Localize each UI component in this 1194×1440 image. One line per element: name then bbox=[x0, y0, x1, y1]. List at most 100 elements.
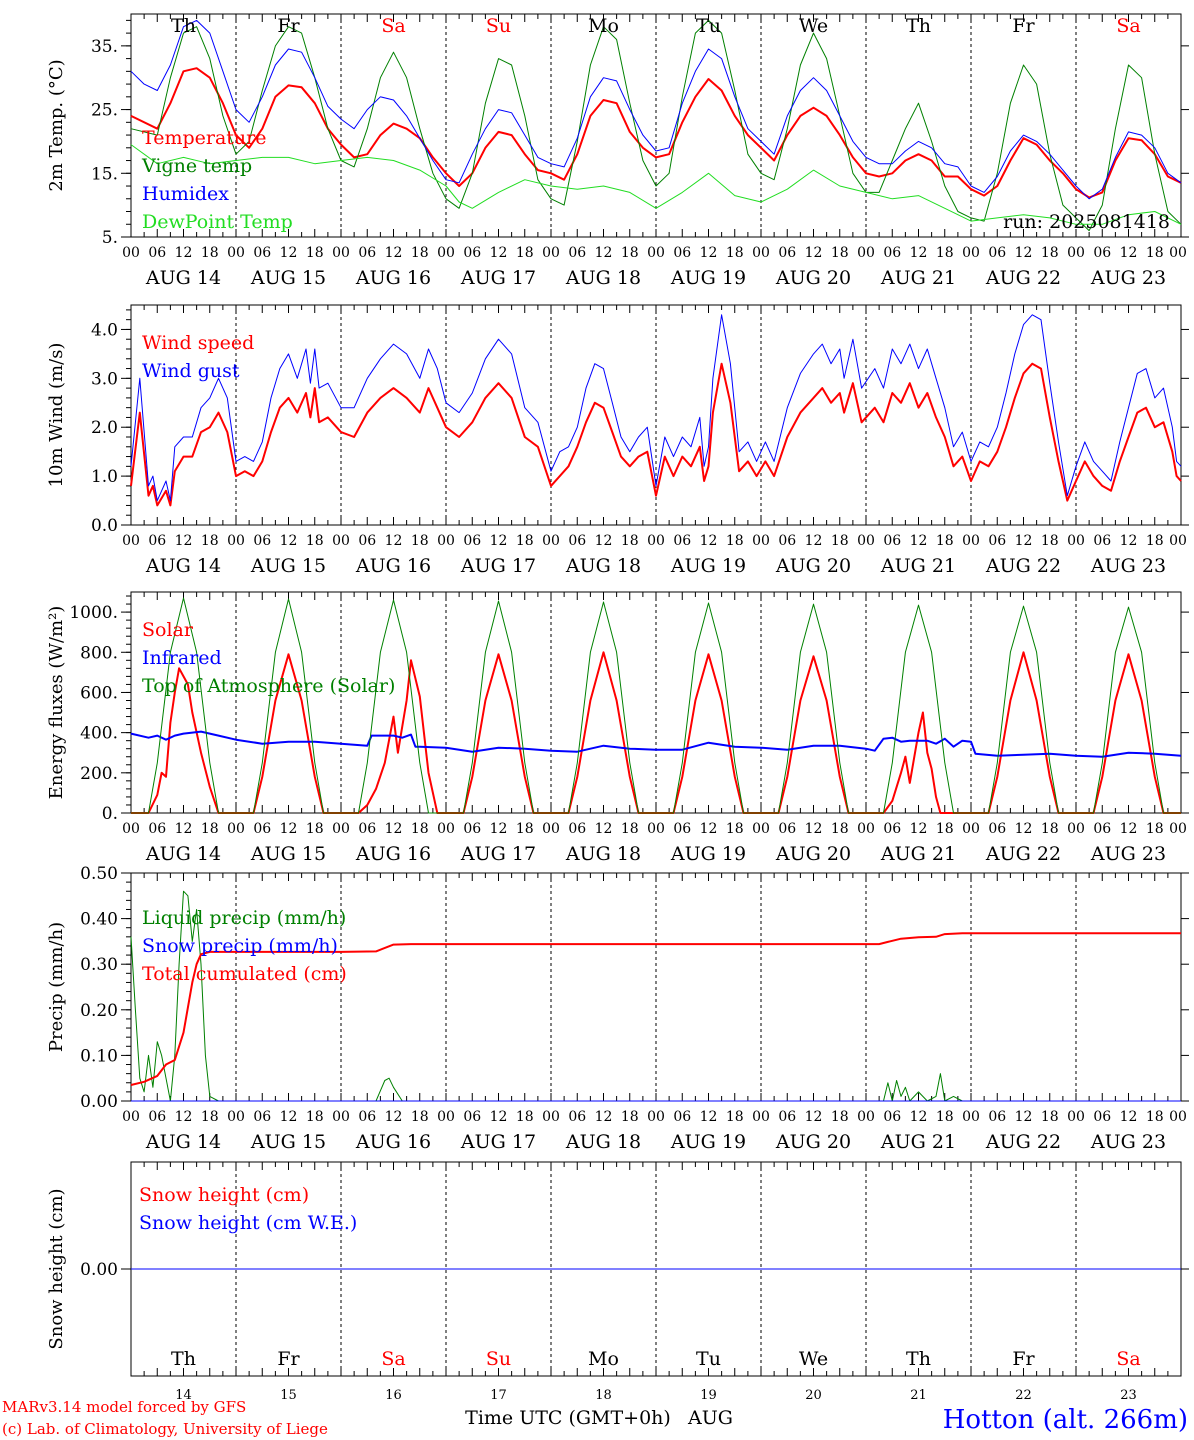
date-label: AUG 16 bbox=[355, 267, 431, 289]
legend-entry: Top of Atmosphere (Solar) bbox=[142, 675, 395, 697]
hour-label: 18 bbox=[621, 533, 639, 549]
hour-label: 06 bbox=[568, 245, 586, 261]
hour-label: 18 bbox=[411, 821, 429, 837]
series-line-1 bbox=[130, 67, 1182, 199]
hour-label: 06 bbox=[358, 1109, 376, 1125]
day-number: 14 bbox=[175, 1388, 192, 1403]
hour-label: 12 bbox=[385, 245, 403, 261]
hour-label: 00 bbox=[962, 821, 980, 837]
legend-entry: Vigne temp bbox=[141, 155, 252, 177]
series-line-2 bbox=[130, 730, 1182, 758]
date-label: AUG 21 bbox=[880, 843, 956, 865]
date-label: AUG 14 bbox=[145, 555, 221, 577]
y-tick-label: 3.0 bbox=[91, 369, 118, 389]
hour-label: 06 bbox=[148, 533, 166, 549]
hour-label: 00 bbox=[122, 821, 140, 837]
hour-label: 18 bbox=[831, 533, 849, 549]
hour-label: 18 bbox=[726, 1109, 744, 1125]
date-label: AUG 21 bbox=[880, 267, 956, 289]
hour-label: 18 bbox=[936, 821, 954, 837]
hour-label: 18 bbox=[516, 533, 534, 549]
date-label: AUG 14 bbox=[145, 1131, 221, 1153]
hour-label: 18 bbox=[936, 1109, 954, 1125]
y-axis-label: Precip (mm/h) bbox=[46, 922, 67, 1052]
hour-label: 00 bbox=[962, 533, 980, 549]
hour-label: 00 bbox=[1067, 245, 1085, 261]
y-tick-label: 35. bbox=[91, 37, 118, 57]
hour-label: 00 bbox=[542, 821, 560, 837]
hour-label: 00 bbox=[857, 533, 875, 549]
day-name: Th bbox=[906, 1348, 931, 1370]
hour-label: 06 bbox=[673, 821, 691, 837]
hour-label: 06 bbox=[463, 821, 481, 837]
credit-line-2: (c) Lab. of Climatology, University of L… bbox=[2, 1420, 328, 1438]
hour-label: 12 bbox=[175, 533, 193, 549]
hour-label: 18 bbox=[1041, 533, 1059, 549]
day-name: We bbox=[799, 1348, 828, 1370]
hour-label: 18 bbox=[411, 245, 429, 261]
station-label: Hotton (alt. 266m) bbox=[943, 1405, 1188, 1435]
legend-entry: Snow height (cm W.E.) bbox=[139, 1212, 357, 1234]
y-tick-label: 1.0 bbox=[91, 467, 118, 487]
hour-label: 12 bbox=[595, 1109, 613, 1125]
hour-label: 00 bbox=[647, 245, 665, 261]
hour-label: 00 bbox=[752, 533, 770, 549]
y-tick-label: 25. bbox=[91, 101, 118, 121]
panel-4: 0.00 0.10 0.20 0.30 0.40 0.50 Precip (mm/h) Liq… bbox=[46, 864, 1189, 1153]
date-label: AUG 15 bbox=[250, 555, 326, 577]
panel-1: 5. 15. 25. 35. 2m Temp. (°C) Temperature Vigne… bbox=[46, 13, 1189, 289]
hour-label: 18 bbox=[516, 245, 534, 261]
hour-label: 18 bbox=[201, 245, 219, 261]
hour-label: 18 bbox=[936, 533, 954, 549]
day-number: 17 bbox=[490, 1388, 507, 1403]
credit-line-1: MARv3.14 model forced by GFS bbox=[2, 1398, 246, 1416]
hour-label: 12 bbox=[175, 1109, 193, 1125]
date-label: AUG 20 bbox=[775, 843, 851, 865]
date-label: AUG 18 bbox=[565, 843, 641, 865]
hour-label: 06 bbox=[778, 821, 796, 837]
hour-label: 00 bbox=[122, 1109, 140, 1125]
hour-label: 18 bbox=[306, 245, 324, 261]
hour-label: 18 bbox=[201, 1109, 219, 1125]
hour-label: 00 bbox=[332, 245, 350, 261]
date-label: AUG 23 bbox=[1090, 267, 1166, 289]
hour-label: 12 bbox=[1120, 245, 1138, 261]
hour-label: 06 bbox=[1093, 245, 1111, 261]
y-tick-label: 4.0 bbox=[91, 320, 118, 340]
hour-label: 12 bbox=[805, 1109, 823, 1125]
hour-label: 18 bbox=[621, 1109, 639, 1125]
hour-label: 12 bbox=[490, 821, 508, 837]
hour-label: 18 bbox=[831, 245, 849, 261]
day-name: Su bbox=[486, 1348, 511, 1370]
hour-label: 06 bbox=[778, 1109, 796, 1125]
hour-label: 18 bbox=[621, 245, 639, 261]
date-label: AUG 17 bbox=[460, 267, 536, 289]
hour-label: 12 bbox=[490, 533, 508, 549]
legend-entry: Wind gust bbox=[142, 360, 240, 382]
hour-label: 12 bbox=[490, 1109, 508, 1125]
hour-label: 06 bbox=[778, 245, 796, 261]
day-name: Th bbox=[171, 15, 196, 37]
legend-entry: Infrared bbox=[142, 647, 222, 669]
hour-label: 12 bbox=[910, 533, 928, 549]
hour-label: 12 bbox=[1015, 1109, 1033, 1125]
hour-label: 06 bbox=[1093, 533, 1111, 549]
hour-label: 06 bbox=[883, 533, 901, 549]
legend-entry: Liquid precip (mm/h) bbox=[142, 907, 346, 929]
hour-label: 18 bbox=[306, 533, 324, 549]
date-label: AUG 19 bbox=[670, 267, 746, 289]
hour-label: 12 bbox=[805, 245, 823, 261]
hour-label: 00 bbox=[227, 1109, 245, 1125]
hour-label: 18 bbox=[726, 245, 744, 261]
hour-label: 06 bbox=[463, 245, 481, 261]
hour-label: 18 bbox=[936, 245, 954, 261]
day-number: 19 bbox=[700, 1388, 717, 1403]
hour-label: 12 bbox=[910, 245, 928, 261]
hour-label: 06 bbox=[463, 533, 481, 549]
hour-label: 06 bbox=[463, 1109, 481, 1125]
hour-label: 00 bbox=[1169, 533, 1187, 549]
hour-label: 00 bbox=[1169, 1109, 1187, 1125]
date-label: AUG 18 bbox=[565, 555, 641, 577]
day-name: Fr bbox=[1012, 15, 1035, 37]
legend-entry: Total cumulated (cm) bbox=[142, 963, 347, 985]
